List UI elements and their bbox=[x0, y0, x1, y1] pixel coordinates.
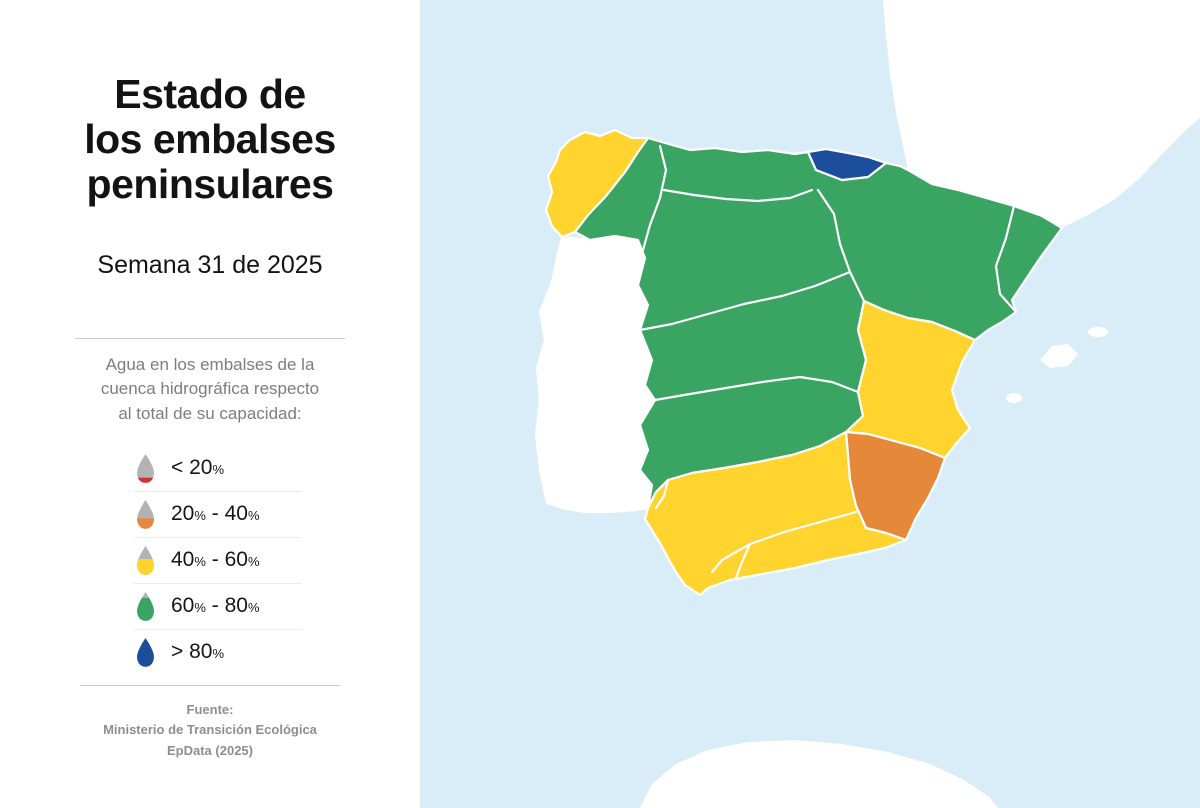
droplet-icon-lt20 bbox=[137, 453, 154, 483]
legend-item-60-80: 60% - 80% bbox=[134, 584, 302, 630]
basin-cantabrico-oriental bbox=[806, 147, 888, 182]
country-africa bbox=[640, 740, 998, 808]
legend-item-lt20: < 20% bbox=[134, 446, 302, 492]
left-panel: Estado de los embalses peninsulares Sema… bbox=[0, 0, 420, 808]
legend-label-60-80: 60% - 80% bbox=[171, 594, 260, 618]
source-block: Fuente: Ministerio de Transición Ecológi… bbox=[0, 700, 420, 762]
divider-bottom bbox=[80, 684, 340, 686]
island-ibiza bbox=[1006, 393, 1022, 403]
legend-item-40-60: 40% - 60% bbox=[134, 538, 302, 584]
legend-item-gt80: > 80% bbox=[134, 630, 302, 675]
legend-label-lt20: < 20% bbox=[171, 456, 225, 480]
basin-borders bbox=[638, 144, 1018, 580]
droplet-icon-gt80 bbox=[137, 637, 154, 667]
legend-label-40-60: 40% - 60% bbox=[171, 548, 260, 572]
country-portugal bbox=[534, 234, 657, 514]
source-label: Fuente: bbox=[186, 701, 234, 717]
source-epdata: EpData (2025) bbox=[167, 743, 253, 759]
legend-label-20-40: 20% - 40% bbox=[171, 502, 260, 526]
droplet-icon-20-40 bbox=[137, 499, 154, 529]
basins-andalucia bbox=[643, 430, 908, 597]
basin-galicia-costa bbox=[544, 128, 650, 239]
legend: < 20% 20% - 40% 40% - 60% bbox=[134, 446, 302, 675]
droplet-icon-40-60 bbox=[137, 545, 154, 575]
legend-item-20-40: 20% - 40% bbox=[134, 492, 302, 538]
subtitle-week: Semana 31 de 2025 bbox=[97, 251, 323, 280]
map-panel bbox=[420, 0, 1200, 808]
country-france bbox=[883, 0, 1200, 228]
legend-label-gt80: > 80% bbox=[171, 640, 225, 664]
divider-top bbox=[75, 338, 345, 340]
page-title: Estado de los embalses peninsulares bbox=[84, 71, 336, 208]
island-menorca bbox=[1088, 327, 1108, 337]
legend-description: Agua en los embalses de la cuenca hidrog… bbox=[100, 355, 320, 423]
droplet-icon-60-80 bbox=[137, 591, 154, 621]
source-ministry: Ministerio de Transición Ecológica bbox=[103, 722, 317, 738]
island-mallorca bbox=[1040, 344, 1078, 368]
